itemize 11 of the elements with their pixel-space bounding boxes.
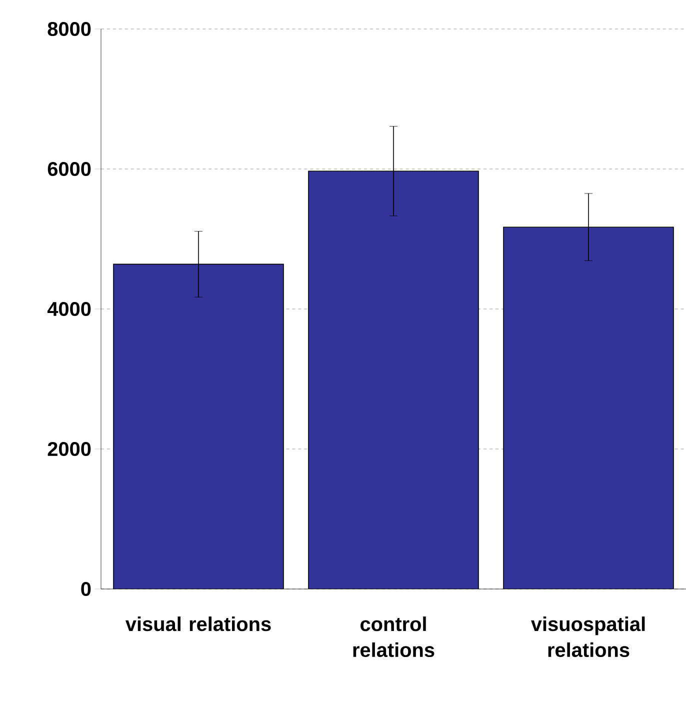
y-tick-label: 6000 <box>48 162 91 176</box>
bar <box>113 264 284 589</box>
y-tick-label: 0 <box>81 582 91 596</box>
x-tick-label: visual relations <box>125 616 271 632</box>
y-tick-label: 8000 <box>48 22 91 36</box>
bar <box>503 226 674 589</box>
x-tick-label: visuospatial relations <box>531 616 645 658</box>
x-tick-label: control relations <box>353 616 434 658</box>
y-tick-label: 4000 <box>47 302 91 316</box>
y-tick-label: 2000 <box>48 442 91 456</box>
bar <box>308 170 479 589</box>
